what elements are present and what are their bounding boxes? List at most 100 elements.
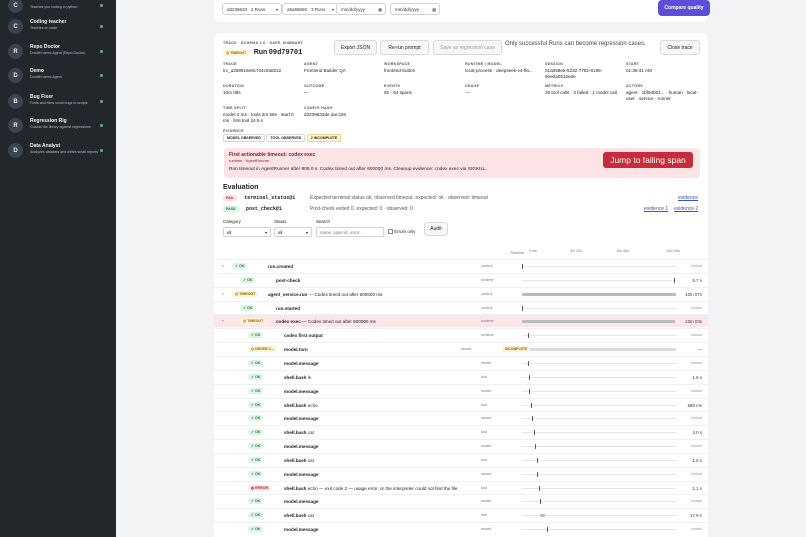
span-status-badge: ✓ OK <box>232 263 248 269</box>
check-status-badge: FAIL <box>223 195 237 201</box>
span-row[interactable]: ✓ OK model.message model instant <box>214 494 708 507</box>
errors-only-toggle[interactable]: Errors only <box>388 229 416 235</box>
span-track <box>522 432 676 434</box>
agent-description: Guards the library against regressions <box>30 125 91 129</box>
span-status-badge: ✓ OK <box>248 332 264 339</box>
span-row[interactable]: ▾ ◷ TIMEOUT agent_service.run — Codex time… <box>214 286 708 300</box>
errors-only-label: Errors only <box>394 229 416 234</box>
export-json-button[interactable]: Export JSON <box>334 40 377 55</box>
span-row[interactable]: ✓ OK post-check runtime 6.7 s <box>214 272 708 286</box>
span-row[interactable]: ◍ ERROR shell.bash echo — exit code 2 — u… <box>214 480 708 494</box>
span-status-badge: ✓ OK <box>248 456 264 463</box>
audit-button[interactable]: Audit <box>424 222 448 236</box>
check-row-fail: FAIL terminal_status@1 <box>223 195 295 201</box>
span-row[interactable]: ✓ OK codex first output runtime instant <box>214 328 708 341</box>
span-kind: tool <box>481 430 488 435</box>
evidence-link[interactable]: evidence <box>678 195 699 201</box>
run-b-value: a5a58650 · 3 Runs <box>287 7 326 12</box>
agent-list-item[interactable]: D Data Analyst Analyzes datasets and write… <box>8 142 108 162</box>
span-bar <box>522 320 675 324</box>
evidence-link[interactable]: evidence 1 <box>644 206 669 212</box>
date-to-input[interactable]: mm/dd/yyyy ▦ <box>390 3 440 15</box>
span-track <box>522 335 676 337</box>
agent-list-item[interactable]: C Teaches you coding in python <box>8 0 108 17</box>
usage-label: USAGE <box>465 84 480 88</box>
span-duration: 17.9 s <box>690 513 702 519</box>
span-row[interactable]: ▾ ✓ OK run.created control instant <box>214 259 708 272</box>
time-split-value: model 0 ms · tools 2m 58s · start 0 ms ·… <box>223 112 294 123</box>
expand-toggle-icon[interactable]: ▾ <box>222 319 224 324</box>
run-b-select[interactable]: a5a58650 · 3 Runs ▾ <box>282 3 338 15</box>
status-value: all <box>278 230 283 235</box>
avatar: R <box>8 44 23 59</box>
span-row[interactable]: ✓ OK shell.bash echo tool 680 ms <box>214 397 708 411</box>
run-a-value: d3239633 · 2 Runs <box>227 7 266 12</box>
duration-label: DURATION <box>223 84 245 88</box>
span-duration: 1.6 s <box>692 374 702 380</box>
span-status-badge: ✓ OK <box>248 401 264 408</box>
category-select[interactable]: all ▾ <box>223 227 271 237</box>
span-name: run.started <box>276 305 300 311</box>
agent-list-item[interactable]: D Demo Drudith demo Agent <box>8 67 108 87</box>
span-row[interactable]: ◷ NEVER C... model.turn model INCOMPLETE — <box>214 342 708 355</box>
save-regression-button[interactable]: Save as regression case <box>433 40 502 55</box>
run-a-select[interactable]: d3239633 · 2 Runs ▾ <box>222 3 282 15</box>
span-track <box>522 390 676 392</box>
status-select[interactable]: all ▾ <box>274 227 312 237</box>
expand-toggle-icon[interactable]: ▾ <box>222 264 224 268</box>
agent-value: Frontend Builder QA <box>304 68 346 73</box>
checkbox-icon <box>388 229 393 235</box>
date-from-input[interactable]: mm/dd/yyyy ▦ <box>336 3 386 15</box>
trace-id: trc_a269916e9c724c9a8242 <box>223 68 282 73</box>
agent-list-item[interactable]: B Bug Fixer Finds and fixes small bugs in … <box>8 93 108 113</box>
span-status-badge: ◷ TIMEOUT <box>240 318 267 325</box>
session-label: SESSION <box>545 62 564 66</box>
span-name: shell.bash echo — exit code 2 — usage er… <box>284 485 458 491</box>
agent-list-item[interactable]: R Repo Doctor Drudith demo Agent (Repo Doc… <box>8 43 108 63</box>
span-row[interactable]: ✓ OK model.message model instant <box>214 466 708 480</box>
span-bar <box>528 348 676 352</box>
span-row[interactable]: ▾ ◷ TIMEOUT codex exec — Codex timed out a… <box>214 314 708 328</box>
status-label: Status <box>274 219 287 224</box>
compare-quality-button[interactable]: Compare quality <box>658 0 710 16</box>
span-status-badge: ✓ OK <box>248 387 264 394</box>
run-title: ◷ TIMEOUT Run 09d79701 <box>223 49 302 57</box>
status-dot-icon <box>100 50 103 53</box>
evidence-link[interactable]: evidence 2 <box>674 206 699 212</box>
span-status-badge: ◷ TIMEOUT <box>232 290 259 297</box>
span-duration: instant <box>690 360 702 365</box>
incomplete-badge: INCOMPLETE <box>502 346 531 353</box>
agent-description: Drudith demo Agent (Repo Doctor) <box>30 51 86 55</box>
date-from-value: mm/dd/yyyy <box>341 7 366 12</box>
session-value: 01a058e5-5232-7782-8195-9ee0a051bede <box>545 68 603 79</box>
span-row[interactable]: ✓ OK model.message model instant <box>214 383 708 397</box>
span-row[interactable]: ✓ OK model.message model instant <box>214 439 708 452</box>
span-row[interactable]: ✓ OK shell.bash cat tool 4.0 s <box>214 425 708 438</box>
close-trace-button[interactable]: Close trace <box>660 40 700 55</box>
rerun-prompt-button[interactable]: Re-run prompt <box>380 40 429 55</box>
span-duration: instant <box>690 444 702 449</box>
span-row[interactable]: ✓ OK shell.bash ls tool 1.6 s <box>214 369 708 383</box>
span-status-badge: ✓ OK <box>248 526 264 533</box>
span-kind: model <box>481 471 492 476</box>
agent-description: Teaches you coding in python <box>30 5 78 9</box>
span-duration: instant <box>690 471 702 476</box>
span-row[interactable]: ✓ OK shell.bash cat tool 17.9 s <box>214 508 708 521</box>
search-input[interactable] <box>316 227 384 237</box>
jump-to-failing-span-button[interactable]: Jump to failing span <box>603 152 693 168</box>
span-name: model.turn <box>284 347 308 353</box>
span-name: model.message <box>284 416 319 422</box>
span-row[interactable]: ✓ OK model.message model instant <box>214 522 708 535</box>
span-row[interactable]: ✓ OK shell.bash cat tool 1.5 s <box>214 452 708 466</box>
span-row[interactable]: ✓ OK model.message model instant <box>214 411 708 424</box>
agent-list-item[interactable]: R Regression Rig Guards the library agains… <box>8 117 108 137</box>
span-track <box>522 266 676 267</box>
span-status-badge: ✓ OK <box>248 443 264 450</box>
span-row[interactable]: ✓ OK run.started control instant <box>214 300 708 314</box>
span-name: shell.bash cat <box>284 430 314 436</box>
agent-list-item[interactable]: C Coding teacher Teaches on code <box>8 18 108 38</box>
run-id: 09d79701 <box>268 49 303 57</box>
expand-toggle-icon[interactable]: ▾ <box>222 291 224 296</box>
span-row[interactable]: ✓ OK model.message model instant <box>214 355 708 369</box>
avatar: C <box>8 0 23 13</box>
